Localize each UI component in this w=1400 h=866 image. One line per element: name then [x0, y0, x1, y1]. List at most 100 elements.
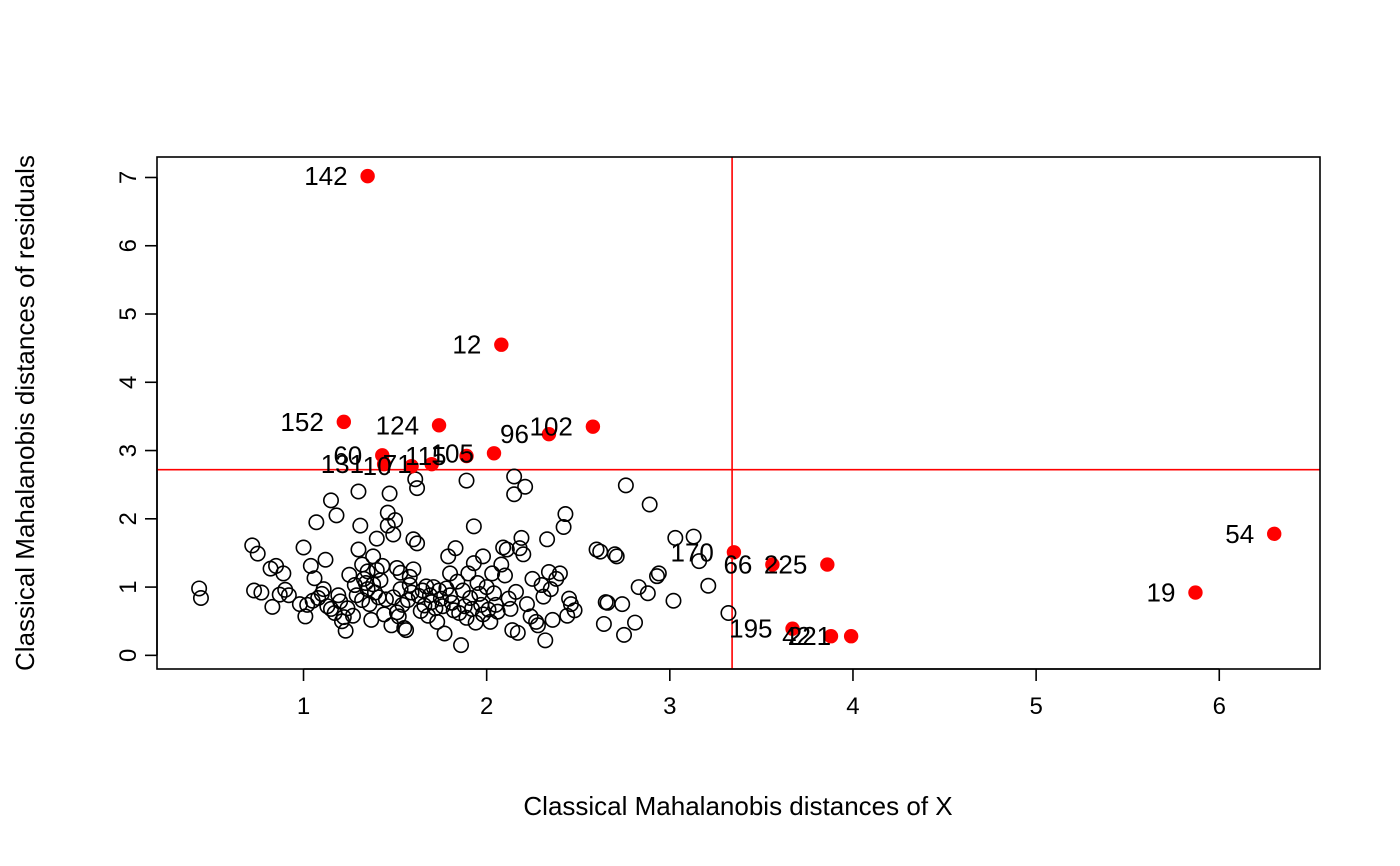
data-point [469, 574, 486, 591]
data-point [608, 548, 625, 565]
data-point [244, 537, 261, 554]
outlier-point [541, 426, 557, 442]
data-point [588, 541, 605, 558]
data-point [387, 512, 404, 529]
data-point [507, 583, 524, 600]
outlier-point [823, 629, 839, 644]
data-point [409, 480, 426, 497]
x-tick-label: 4 [846, 693, 859, 720]
data-point [498, 541, 515, 558]
data-point [606, 546, 623, 563]
data-point [517, 478, 534, 495]
data-point [667, 529, 684, 546]
data-point [398, 622, 415, 639]
data-point [533, 577, 550, 594]
y-tick-label: 7 [115, 171, 142, 184]
data-point [650, 565, 667, 582]
y-tick-label: 3 [115, 444, 142, 457]
data-point [394, 596, 411, 613]
outlier-point [494, 337, 509, 352]
outlier-label: 195 [729, 614, 772, 644]
x-tick-label: 5 [1029, 693, 1042, 720]
outlier-point [765, 557, 780, 572]
data-point [322, 492, 339, 509]
data-point [434, 598, 451, 615]
data-point [539, 531, 556, 548]
outlier-label: 60 [333, 440, 362, 470]
outlier-label: 19 [1147, 578, 1176, 608]
outlier-point [431, 418, 447, 433]
data-point [544, 611, 561, 628]
data-point [388, 559, 405, 576]
data-point [344, 607, 361, 624]
outlier-label: 71 [383, 449, 412, 479]
data-point [431, 582, 448, 599]
data-point [317, 551, 334, 568]
x-tick-label: 2 [480, 693, 493, 720]
data-point [416, 597, 433, 614]
data-point [350, 483, 367, 500]
data-point [315, 581, 332, 598]
data-point [502, 600, 519, 617]
cutoff-lines [157, 157, 1320, 669]
data-point [337, 622, 354, 639]
data-point [485, 585, 502, 602]
data-point [691, 553, 708, 570]
data-point [308, 514, 325, 531]
data-point [489, 603, 506, 620]
data-point [368, 562, 385, 579]
data-point [515, 546, 532, 563]
outlier-label: 66 [723, 550, 752, 580]
data-point [616, 626, 633, 643]
data-point [302, 557, 319, 574]
plot-frame [156, 156, 1321, 670]
data-point [359, 581, 376, 598]
data-point [405, 561, 422, 578]
data-point [376, 606, 393, 623]
data-point [720, 605, 737, 622]
data-point [365, 548, 382, 565]
data-point [506, 468, 523, 485]
data-point [306, 570, 323, 587]
data-point [495, 539, 512, 556]
data-point [627, 614, 644, 631]
x-tick-label: 3 [663, 693, 676, 720]
data-point [405, 531, 422, 548]
data-point [484, 565, 501, 582]
outlier-label: 124 [376, 410, 419, 440]
data-point [436, 625, 453, 642]
data-point [330, 587, 347, 604]
data-point [529, 617, 546, 634]
regular-points [191, 468, 737, 654]
data-point [496, 567, 513, 584]
data-point [555, 519, 572, 536]
data-point [295, 539, 312, 556]
data-point [401, 568, 418, 585]
outlier-point [585, 419, 601, 434]
data-point [377, 591, 394, 608]
y-tick-label: 0 [115, 649, 142, 662]
data-point [566, 602, 583, 619]
data-point [253, 584, 270, 601]
outlier-point [459, 448, 474, 464]
x-axis-title: Classical Mahalanobis distances of X [523, 791, 952, 821]
data-point [280, 587, 297, 604]
data-point [595, 615, 612, 632]
outlier-label: 221 [788, 621, 831, 651]
x-axis: 1 2 3 4 5 6 [297, 668, 1226, 720]
data-point [328, 507, 345, 524]
data-point [528, 613, 545, 630]
data-point [456, 598, 473, 615]
outlier-point [820, 557, 835, 572]
data-point [429, 613, 446, 630]
data-point [465, 518, 482, 535]
data-point [297, 608, 314, 625]
outlier-label: 152 [280, 407, 323, 437]
outlier-point [785, 621, 800, 636]
data-point [192, 590, 209, 607]
data-point [449, 573, 466, 590]
data-point [665, 592, 682, 609]
data-point [506, 486, 523, 503]
x-tick-label: 1 [297, 693, 310, 720]
